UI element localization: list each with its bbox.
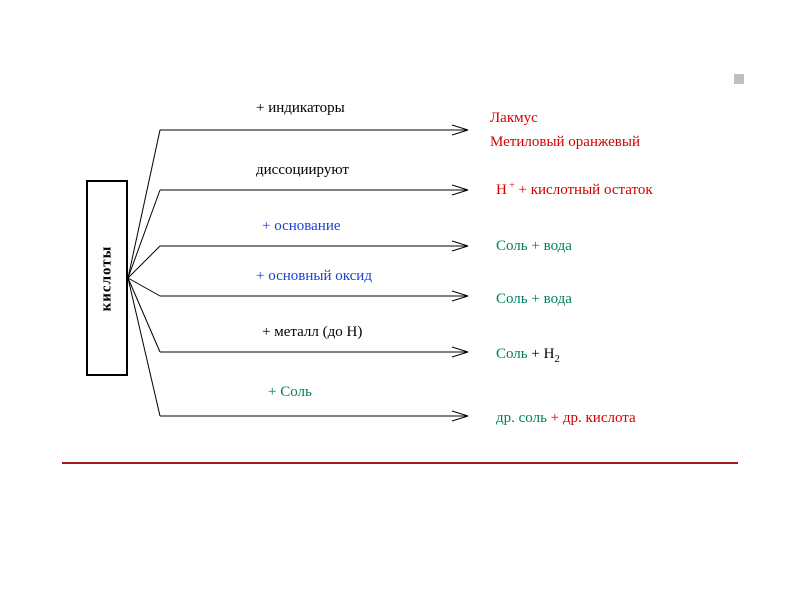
reaction-label: + металл (до H) bbox=[262, 324, 362, 341]
result-span: 2 bbox=[554, 354, 559, 365]
reaction-label: + основный оксид bbox=[256, 268, 372, 285]
result-span: + H bbox=[528, 346, 555, 362]
reaction-result: Соль + вода bbox=[496, 238, 572, 255]
reaction-label: + Соль bbox=[268, 384, 312, 401]
reaction-label: + основание bbox=[262, 218, 341, 235]
result-span: + кислотный остаток bbox=[515, 182, 653, 198]
result-span: Соль + вода bbox=[496, 291, 572, 307]
reaction-result: др. соль + др. кислота bbox=[496, 410, 636, 427]
result-span: Лакмус bbox=[490, 110, 538, 126]
reaction-label: + индикаторы bbox=[256, 100, 345, 117]
reaction-result: H + + кислотный остаток bbox=[496, 182, 653, 199]
accent-underline bbox=[62, 462, 738, 464]
result-span: H bbox=[496, 182, 507, 198]
result-span: Соль + вода bbox=[496, 238, 572, 254]
reaction-result: Соль + вода bbox=[496, 291, 572, 308]
result-span: др. соль bbox=[496, 410, 547, 426]
source-label: кислоты bbox=[99, 245, 116, 311]
reaction-result: Лакмус bbox=[490, 110, 538, 127]
reaction-label: диссоциируют bbox=[256, 162, 349, 179]
result-span: + др. кислота bbox=[547, 410, 636, 426]
source-box: кислоты bbox=[86, 180, 128, 376]
reaction-result: Соль + H2 bbox=[496, 346, 560, 363]
result-span: Соль bbox=[496, 346, 528, 362]
frame-shadow-corner bbox=[734, 74, 744, 84]
reaction-result: Метиловый оранжевый bbox=[490, 134, 640, 151]
slide: кислоты + индикаторы Лакмус Метиловый оран… bbox=[0, 0, 800, 600]
result-span: Метиловый оранжевый bbox=[490, 134, 640, 150]
result-span: + bbox=[507, 180, 515, 191]
